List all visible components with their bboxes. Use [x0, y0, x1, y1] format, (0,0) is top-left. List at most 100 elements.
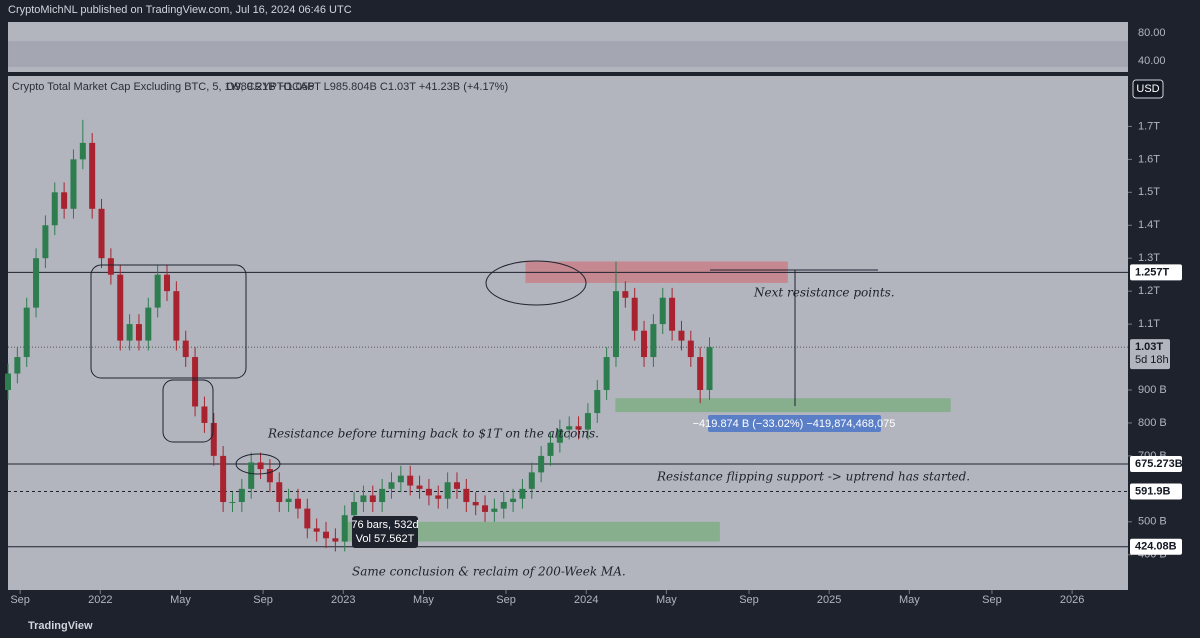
candle-body — [463, 488, 470, 503]
candle-body — [14, 357, 21, 374]
candle-body — [23, 307, 30, 358]
annotation: Same conclusion & reclaim of 200-Week MA… — [352, 565, 626, 579]
candle-body — [79, 142, 86, 160]
candle-body — [659, 297, 666, 325]
candle-body — [435, 495, 442, 499]
y-tick-label: 500 B — [1138, 516, 1167, 528]
candle-body — [388, 482, 395, 489]
candle-body — [257, 462, 264, 470]
candle-body — [154, 274, 161, 308]
candle-body — [556, 429, 563, 443]
y-tick-label: 800 B — [1138, 417, 1167, 429]
candle-body — [425, 488, 432, 496]
candle-body — [566, 426, 573, 430]
zone — [343, 521, 720, 542]
candle-body — [697, 357, 704, 391]
x-tick-label: May — [899, 594, 920, 606]
level-tag — [1130, 483, 1182, 500]
candle-body — [453, 482, 460, 489]
level-label: 1.257T — [1135, 266, 1170, 278]
x-tick-label: 2026 — [1060, 594, 1084, 606]
candle-body — [650, 324, 657, 358]
candle-body — [332, 538, 339, 542]
y-tick-label: 1.2T — [1138, 285, 1160, 297]
candle-body — [519, 488, 526, 499]
symbol-title: Crypto Total Market Cap Excluding BTC, 5… — [12, 81, 315, 93]
x-tick-label: May — [170, 594, 191, 606]
candle-body — [229, 502, 236, 504]
candle-body — [669, 297, 676, 331]
annotation: Resistance flipping support -> uptrend h… — [656, 470, 970, 484]
rsi-tick: 80.00 — [1138, 27, 1166, 39]
ohlc-text: O989.21B H1.056T L985.804B C1.03T +41.23… — [226, 81, 508, 93]
candle-body — [575, 426, 582, 430]
candle-body — [294, 498, 301, 509]
candle-body — [416, 485, 423, 489]
annotation: Next resistance points. — [753, 286, 895, 300]
rsi-band — [8, 41, 1128, 67]
candle-body — [238, 488, 245, 503]
candle-body — [89, 142, 96, 209]
candle-body — [538, 455, 545, 473]
candle-body — [706, 347, 713, 391]
candle-body — [70, 159, 77, 209]
y-tick-label: 1.5T — [1138, 186, 1160, 198]
candle-body — [210, 422, 217, 456]
drawing — [235, 453, 281, 475]
candle-body — [622, 291, 629, 298]
candle-body — [407, 475, 414, 486]
candle-body — [98, 208, 105, 259]
countdown: 5d 18h — [1135, 354, 1169, 366]
x-tick-label: 2022 — [88, 594, 112, 606]
zone — [615, 398, 951, 413]
last-price-tag — [1130, 339, 1170, 370]
candle-body — [631, 297, 638, 331]
candle-body — [323, 531, 330, 539]
candle-body — [360, 495, 367, 503]
candle-body — [379, 488, 386, 503]
candle-body — [603, 357, 610, 391]
candle-body — [33, 258, 40, 308]
x-tick-label: 2024 — [574, 594, 598, 606]
candle-body — [51, 192, 58, 226]
range-info: Vol 57.562T — [356, 533, 415, 545]
range-box — [352, 516, 418, 548]
candle-body — [687, 340, 694, 358]
level-label: 591.9B — [1135, 485, 1171, 497]
candle-body — [482, 505, 489, 512]
candle-body — [220, 455, 227, 503]
candle-body — [341, 515, 348, 542]
candle-body — [135, 324, 142, 341]
level-label: 675.273B — [1135, 458, 1183, 470]
candle-body — [304, 508, 311, 529]
x-tick-label: Sep — [982, 594, 1002, 606]
candle-body — [369, 495, 376, 503]
candle-body — [192, 357, 199, 407]
candle-body — [528, 472, 535, 489]
candle-body — [594, 390, 601, 414]
candle-body — [42, 225, 49, 259]
candle-body — [61, 192, 68, 209]
x-tick-label: Sep — [496, 594, 516, 606]
candle-body — [612, 291, 619, 358]
measure-box — [708, 415, 881, 432]
plot-area — [8, 76, 1128, 590]
currency-button[interactable] — [1132, 79, 1164, 99]
candle-body — [266, 469, 273, 483]
y-tick-label: 1.7T — [1138, 120, 1160, 132]
candle-body — [510, 498, 517, 503]
x-tick-label: Sep — [253, 594, 273, 606]
y-tick-label: 1.1T — [1138, 318, 1160, 330]
candle-body — [444, 482, 451, 499]
header-title: CryptoMichNL published on TradingView.co… — [8, 4, 352, 16]
drawing — [90, 264, 247, 379]
currency: USD — [1136, 83, 1159, 95]
level-tag — [1130, 538, 1182, 555]
drawing — [162, 379, 214, 443]
candle-body — [145, 307, 152, 341]
measure-label: −419.874 B (−33.02%) −419,874,468,075 — [693, 418, 896, 430]
candle-body — [500, 502, 507, 509]
annotation: Resistance before turning back to $1T on… — [267, 427, 599, 441]
